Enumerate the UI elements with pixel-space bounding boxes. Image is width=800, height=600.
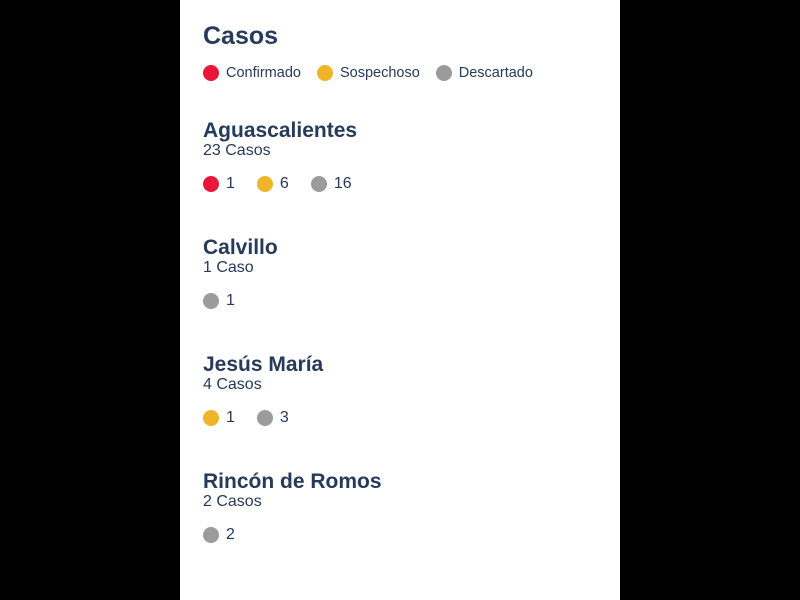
legend-label: Sospechoso (339, 65, 420, 81)
sospechoso-dot-icon (203, 410, 219, 426)
count-value: 1 (226, 292, 235, 309)
count-sospechoso: 1 (203, 409, 235, 427)
page-title: Casos (203, 22, 279, 50)
descartado-dot-icon (435, 65, 452, 81)
legend: Confirmado Sospechoso Descartado (203, 63, 549, 83)
municipio-section: Jesús María 4 Casos 1 3 (203, 352, 603, 428)
legend-item-sospechoso: Sospechoso (316, 65, 420, 81)
municipio-section: Rincón de Romos 2 Casos 2 (203, 469, 603, 545)
legend-item-confirmado: Confirmado (203, 65, 301, 81)
count-value: 2 (226, 526, 235, 543)
count-value: 3 (279, 409, 289, 426)
descartado-dot-icon (203, 527, 219, 543)
municipio-name: Jesús María (203, 353, 324, 376)
count-value: 16 (333, 175, 352, 192)
case-counts: 2 (203, 525, 603, 545)
legend-label: Confirmado (226, 65, 301, 81)
count-value: 1 (226, 409, 235, 426)
municipio-total: 23 Casos (203, 142, 271, 159)
descartado-dot-icon (310, 176, 327, 192)
count-value: 6 (279, 175, 289, 192)
count-descartado: 3 (256, 409, 289, 427)
sospechoso-dot-icon (316, 65, 333, 81)
descartado-dot-icon (203, 293, 219, 309)
confirmado-dot-icon (203, 176, 219, 192)
municipio-name: Aguascalientes (203, 119, 358, 142)
legend-item-descartado: Descartado (435, 65, 533, 81)
municipio-section: Calvillo 1 Caso 1 (203, 235, 603, 311)
municipio-name: Calvillo (203, 236, 278, 259)
municipio-name: Rincón de Romos (203, 470, 382, 493)
confirmado-dot-icon (203, 65, 219, 81)
municipio-section: Aguascalientes 23 Casos 1 6 16 (203, 118, 603, 194)
municipio-total: 2 Casos (203, 493, 262, 510)
count-descartado: 2 (203, 526, 235, 544)
case-counts: 1 (203, 291, 603, 311)
cases-panel: Casos Confirmado Sospechoso Descartado A… (180, 0, 620, 600)
count-descartado: 1 (203, 292, 235, 310)
count-descartado: 16 (310, 175, 352, 193)
count-confirmado: 1 (203, 175, 235, 193)
municipio-total: 1 Caso (203, 259, 254, 276)
sospechoso-dot-icon (256, 176, 273, 192)
case-counts: 1 6 16 (203, 174, 603, 194)
municipio-total: 4 Casos (203, 376, 262, 393)
count-value: 1 (226, 175, 235, 192)
count-sospechoso: 6 (256, 175, 289, 193)
descartado-dot-icon (256, 410, 273, 426)
legend-label: Descartado (458, 65, 533, 81)
